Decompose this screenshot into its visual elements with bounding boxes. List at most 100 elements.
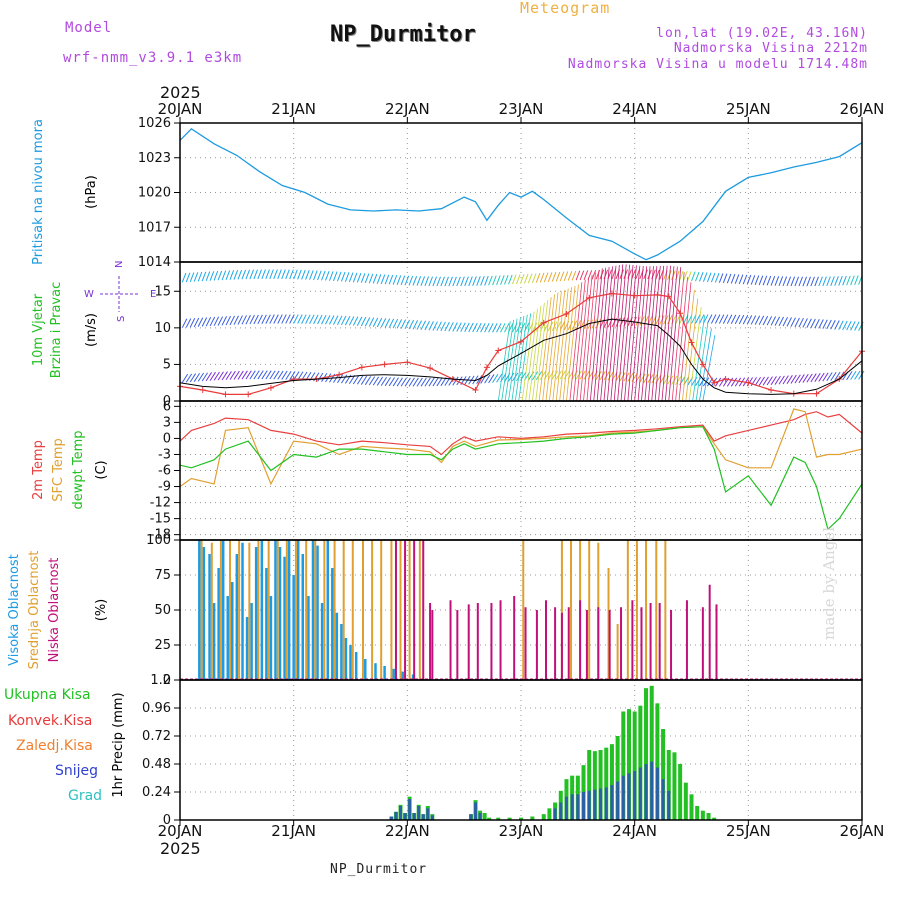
precip-snow-bar	[627, 773, 631, 820]
precip-total-bar	[587, 750, 592, 820]
wind-barb	[842, 275, 847, 286]
x-tick-label-top: 24JAN	[612, 100, 657, 118]
wind-barb	[229, 370, 236, 380]
wind-speed-point	[472, 387, 479, 394]
wind-hatch	[606, 265, 620, 402]
precip-snow-bar	[633, 771, 637, 820]
wind-barb	[285, 370, 292, 380]
wind-barb	[376, 274, 382, 284]
wind-barb	[277, 370, 284, 380]
wind-barb	[436, 276, 441, 287]
wind-barb	[810, 276, 815, 287]
wind-barb	[778, 276, 784, 286]
wind-hatch	[535, 300, 549, 402]
wind-barb	[436, 321, 442, 331]
precip-total-bar	[638, 705, 643, 820]
wind-barb	[571, 370, 578, 380]
x-tick-label-top: 26JAN	[840, 100, 885, 118]
precip-snow-bar	[408, 799, 412, 820]
wind-hatch	[525, 308, 538, 402]
precip-snow-bar	[616, 781, 620, 820]
wind-barb	[504, 274, 509, 285]
wind-barb	[790, 374, 797, 384]
wind-hatch	[542, 294, 555, 402]
wind-barb	[352, 272, 358, 283]
ylabel-pressure: (hPa)	[84, 175, 99, 209]
wind-barb	[416, 377, 423, 387]
precip-snow-bar	[610, 785, 614, 820]
wind-barb	[714, 272, 720, 283]
wind-barb	[432, 321, 438, 331]
y-tick-label: 1.2	[150, 673, 171, 688]
wind-hatch	[596, 267, 610, 402]
wind-barb	[412, 320, 418, 330]
wind-hatch	[678, 282, 692, 402]
precip-total-bar	[519, 817, 523, 820]
wind-barb	[631, 316, 637, 327]
wind-barb	[830, 320, 836, 330]
wind-speed-point	[427, 365, 434, 372]
wind-barb	[340, 271, 346, 282]
wind-barb	[762, 315, 769, 326]
wind-barb	[269, 314, 275, 324]
wind-barb	[770, 276, 776, 286]
wind-barb	[742, 274, 748, 285]
wind-barb	[472, 375, 479, 385]
wind-speed-point	[654, 291, 661, 298]
precip-snow-bar	[593, 789, 597, 820]
wind-barb	[559, 370, 567, 380]
wind-barb	[846, 371, 853, 381]
wind-barb	[257, 269, 262, 280]
wind-barb	[424, 377, 431, 387]
wind-barb	[221, 270, 227, 281]
wind-barb	[476, 322, 482, 333]
wind-barb	[364, 376, 372, 386]
wind-barb	[424, 320, 430, 331]
wind-barb	[790, 276, 796, 287]
wind-barb	[810, 373, 817, 383]
wind-barb	[691, 271, 696, 282]
wind-hatch	[610, 264, 624, 402]
wind-barb	[730, 273, 736, 284]
wind-barb	[237, 315, 243, 325]
precip-snow-bar	[644, 764, 648, 820]
wind-barb	[392, 318, 399, 329]
wind-barb	[344, 272, 350, 282]
wind-hatch	[658, 265, 671, 402]
wind-speed-point	[495, 347, 502, 354]
wind-barb	[368, 376, 376, 386]
wind-barb	[305, 270, 310, 280]
wind-hatch	[600, 266, 613, 402]
wind-barb	[277, 314, 283, 324]
wind-barb	[492, 373, 499, 383]
x-tick-label-top: 25JAN	[726, 100, 771, 118]
precip-total-bar	[621, 711, 626, 820]
wind-barb	[408, 275, 414, 286]
wind-hatch	[688, 307, 702, 402]
wind-barb	[193, 272, 199, 282]
wind-hatch	[549, 291, 562, 402]
wind-barb	[249, 370, 256, 380]
wind-barb	[205, 372, 212, 382]
x-tick-label-bottom: 22JAN	[385, 822, 430, 840]
precip-total-bar	[706, 813, 711, 820]
wind-barb	[722, 273, 728, 284]
wind-barb	[408, 377, 415, 387]
precip-snow-bar	[570, 794, 574, 820]
wind-hatch	[637, 266, 651, 402]
wind-mean-line	[179, 318, 863, 395]
wind-hatch	[576, 277, 590, 402]
ylabel-clouds: (%)	[94, 599, 109, 622]
wind-hatch	[518, 313, 532, 402]
wind-barb	[392, 275, 398, 285]
wind-barb	[404, 275, 410, 286]
wind-barb	[687, 271, 692, 281]
wind-barb	[639, 373, 646, 383]
wind-barb	[531, 273, 537, 283]
wind-barb	[838, 320, 844, 330]
wind-barb	[444, 321, 450, 332]
wind-hatch	[627, 265, 641, 402]
wind-barb	[659, 269, 664, 280]
x-tick-label-bottom: 26JAN	[840, 822, 885, 840]
wind-barb	[806, 276, 811, 287]
